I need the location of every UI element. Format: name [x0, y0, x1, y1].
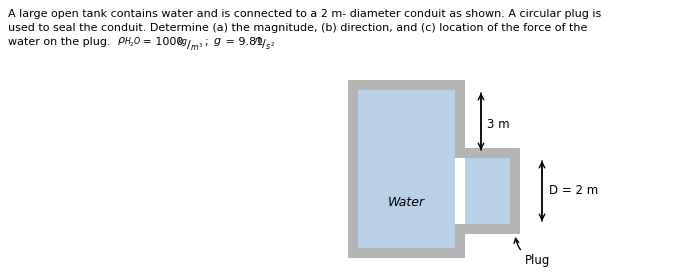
Text: A large open tank contains water and is connected to a 2 m- diameter conduit as : A large open tank contains water and is …	[8, 9, 601, 19]
Bar	[465, 224, 510, 234]
Bar	[510, 148, 520, 234]
Text: ;: ;	[205, 37, 212, 47]
Text: $\rho_{H_2O}$: $\rho_{H_2O}$	[117, 36, 141, 49]
Bar	[358, 80, 455, 90]
Bar	[455, 80, 465, 158]
Text: 3 m: 3 m	[487, 117, 510, 130]
Bar	[465, 158, 510, 224]
Text: $^{kg}/_{m^3}$: $^{kg}/_{m^3}$	[177, 36, 204, 54]
Text: Plug: Plug	[514, 238, 550, 267]
Text: water on the plug.: water on the plug.	[8, 37, 114, 47]
Bar	[455, 224, 465, 258]
Bar	[465, 148, 510, 158]
Text: used to seal the conduit. Determine (a) the magnitude, (b) direction, and (c) lo: used to seal the conduit. Determine (a) …	[8, 23, 587, 33]
Text: = 9.81: = 9.81	[222, 37, 267, 47]
Text: $^{m}/_{s^2}$: $^{m}/_{s^2}$	[254, 36, 275, 52]
Text: $g$: $g$	[213, 36, 222, 48]
Bar	[358, 90, 455, 248]
Bar	[348, 248, 455, 258]
Text: = 1000: = 1000	[139, 37, 187, 47]
Bar	[348, 80, 358, 258]
Text: D = 2 m: D = 2 m	[549, 185, 598, 197]
Text: Water: Water	[388, 197, 425, 209]
